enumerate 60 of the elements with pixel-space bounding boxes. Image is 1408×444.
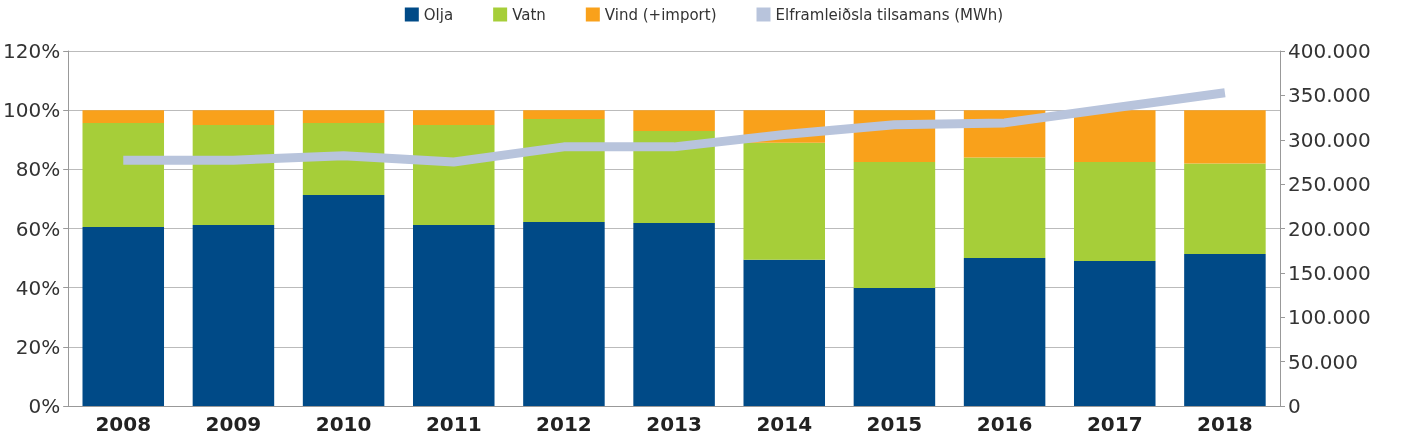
bar bbox=[633, 110, 715, 131]
x-tick-label: 2015 bbox=[866, 412, 923, 436]
bar bbox=[1073, 261, 1156, 406]
y2-tick-label: 200.000 bbox=[1288, 216, 1371, 241]
y-tick-label: 120% bbox=[2, 39, 61, 63]
x-tick-label: 2014 bbox=[756, 412, 813, 436]
x-tick-label: 2018 bbox=[1197, 412, 1253, 436]
bar bbox=[413, 124, 495, 225]
bar bbox=[743, 259, 826, 406]
bar bbox=[523, 110, 605, 120]
bar bbox=[523, 119, 605, 222]
bar bbox=[853, 161, 936, 288]
y2-tick-label: 100.000 bbox=[1288, 305, 1371, 330]
y-tick-label: 0% bbox=[28, 394, 61, 418]
bar bbox=[963, 157, 1046, 259]
bar bbox=[963, 258, 1046, 406]
bar bbox=[192, 110, 275, 125]
y2-tick-label: 250.000 bbox=[1288, 172, 1371, 197]
bar bbox=[1184, 253, 1266, 406]
legend-label: Vind (+import) bbox=[604, 5, 717, 24]
bar bbox=[302, 110, 385, 123]
y2-tick-label: 0 bbox=[1288, 394, 1301, 418]
bar bbox=[1073, 161, 1156, 262]
bar bbox=[82, 110, 165, 123]
x-tick-label: 2016 bbox=[976, 412, 1033, 436]
bar bbox=[523, 221, 605, 406]
bar bbox=[82, 122, 165, 228]
y2-tick-label: 150.000 bbox=[1288, 260, 1371, 285]
y2-tick-label: 350.000 bbox=[1288, 83, 1371, 108]
legend-label: Elframleiðsla tilsamans (MWh) bbox=[775, 5, 1004, 24]
legend-label: Olja bbox=[423, 5, 454, 24]
x-tick-label: 2013 bbox=[646, 412, 702, 436]
y-tick-label: 40% bbox=[15, 275, 61, 300]
bar bbox=[633, 130, 715, 223]
bar bbox=[853, 287, 936, 406]
x-tick-label: 2008 bbox=[95, 412, 152, 436]
x-tick-label: 2012 bbox=[536, 412, 592, 436]
y2-tick-label: 400.000 bbox=[1288, 39, 1371, 63]
bar bbox=[1184, 110, 1266, 164]
y-tick-label: 80% bbox=[15, 157, 61, 182]
legend-label: Vatn bbox=[512, 5, 546, 24]
bar bbox=[413, 224, 495, 406]
x-tick-label: 2017 bbox=[1086, 412, 1143, 436]
y-tick-label: 20% bbox=[15, 334, 61, 359]
bar bbox=[302, 195, 385, 406]
y2-tick-label: 300.000 bbox=[1288, 127, 1371, 152]
bar bbox=[1184, 163, 1266, 254]
bar bbox=[633, 222, 715, 406]
y-tick-label: 100% bbox=[2, 98, 61, 123]
bar bbox=[82, 227, 165, 406]
y-tick-label: 60% bbox=[15, 216, 61, 241]
bar bbox=[192, 124, 275, 225]
bar bbox=[743, 142, 826, 260]
bar bbox=[192, 224, 275, 406]
x-tick-label: 2011 bbox=[425, 412, 482, 436]
bar bbox=[1073, 110, 1156, 162]
y2-tick-label: 50.000 bbox=[1288, 349, 1358, 374]
x-tick-label: 2010 bbox=[315, 412, 372, 436]
x-tick-label: 2009 bbox=[205, 412, 262, 436]
bar bbox=[413, 110, 495, 125]
